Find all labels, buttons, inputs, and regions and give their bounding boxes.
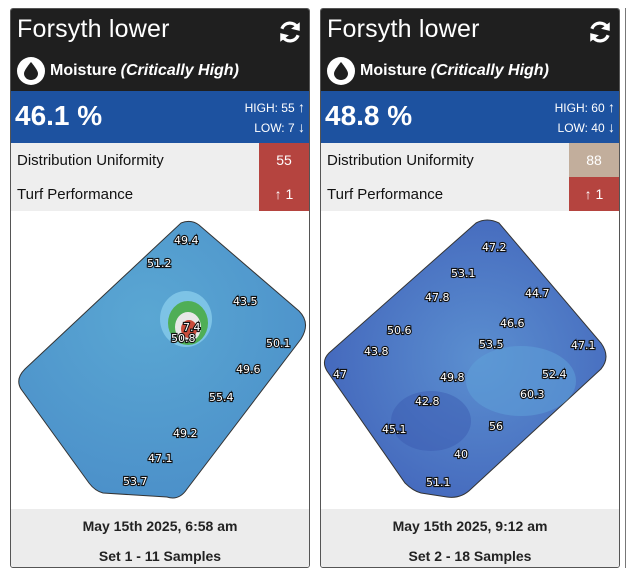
distribution-badge: 55 — [259, 143, 309, 177]
moisture-row: Moisture (Critically High) — [17, 57, 239, 85]
turf-badge: ↑ 1 — [569, 177, 619, 211]
sample-set: Set 2 - 18 Samples — [408, 548, 532, 564]
turf-label: Turf Performance — [17, 185, 134, 203]
distribution-uniformity-row: Distribution Uniformity 88 — [321, 143, 619, 177]
arrow-down-icon: ↓ — [298, 119, 305, 135]
sample-set: Set 1 - 11 Samples — [98, 548, 222, 564]
moisture-value: 48.8 % — [325, 100, 413, 131]
refresh-icon[interactable] — [587, 19, 613, 45]
card-header: Forsyth lower Moisture (Critically High) — [11, 9, 309, 91]
turf-performance-row: Turf Performance ↑ 1 — [11, 177, 309, 211]
distribution-badge: 88 — [569, 143, 619, 177]
reading-date: May 15th 2025, 6:58 am — [82, 518, 238, 534]
next-card-edge — [625, 8, 626, 568]
moisture-value: 46.1 % — [15, 100, 103, 131]
card-footer: May 15th 2025, 6:58 am Set 1 - 11 Sample… — [11, 509, 309, 567]
turf-label: Turf Performance — [327, 185, 444, 203]
moisture-map[interactable]: 49.4 51.2 43.5 7.4 50.8 50.1 49.6 55.4 4… — [11, 211, 309, 507]
arrow-up-icon: ↑ — [298, 99, 305, 115]
low-value: LOW: 40 ↓ — [557, 119, 615, 135]
field-boundary — [323, 219, 607, 498]
moisture-row: Moisture (Critically High) — [327, 57, 549, 85]
field-boundary — [18, 220, 306, 499]
turf-badge: ↑ 1 — [259, 177, 309, 211]
value-bar: 46.1 % HIGH: 55 ↑ LOW: 7 ↓ — [11, 91, 309, 143]
high-value: HIGH: 60 ↑ — [554, 99, 615, 115]
card-footer: May 15th 2025, 9:12 am Set 2 - 18 Sample… — [321, 509, 619, 567]
turf-performance-row: Turf Performance ↑ 1 — [321, 177, 619, 211]
moisture-status: (Critically High) — [430, 62, 549, 79]
card-title: Forsyth lower — [327, 15, 480, 43]
moisture-status: (Critically High) — [120, 62, 239, 79]
reading-date: May 15th 2025, 9:12 am — [392, 518, 548, 534]
sensor-card-2[interactable]: Forsyth lower Moisture (Critically High)… — [320, 8, 620, 568]
arrow-down-icon: ↓ — [608, 119, 615, 135]
low-value: LOW: 7 ↓ — [254, 119, 305, 135]
moisture-map[interactable]: 47.2 53.1 47.8 44.7 46.6 50.6 53.5 43.8 … — [321, 211, 619, 507]
card-title: Forsyth lower — [17, 15, 170, 43]
value-bar: 48.8 % HIGH: 60 ↑ LOW: 40 ↓ — [321, 91, 619, 143]
sensor-card-1[interactable]: Forsyth lower Moisture (Critically High)… — [10, 8, 310, 568]
arrow-up-icon: ↑ — [608, 99, 615, 115]
arrow-up-icon: ↑ — [274, 186, 282, 202]
arrow-up-icon: ↑ — [584, 186, 592, 202]
water-drop-icon — [327, 57, 355, 85]
distribution-label: Distribution Uniformity — [17, 151, 164, 169]
moisture-label: Moisture — [50, 62, 117, 79]
distribution-label: Distribution Uniformity — [327, 151, 474, 169]
high-value: HIGH: 55 ↑ — [244, 99, 305, 115]
water-drop-icon — [17, 57, 45, 85]
moisture-label: Moisture — [360, 62, 427, 79]
distribution-uniformity-row: Distribution Uniformity 55 — [11, 143, 309, 177]
refresh-icon[interactable] — [277, 19, 303, 45]
card-header: Forsyth lower Moisture (Critically High) — [321, 9, 619, 91]
